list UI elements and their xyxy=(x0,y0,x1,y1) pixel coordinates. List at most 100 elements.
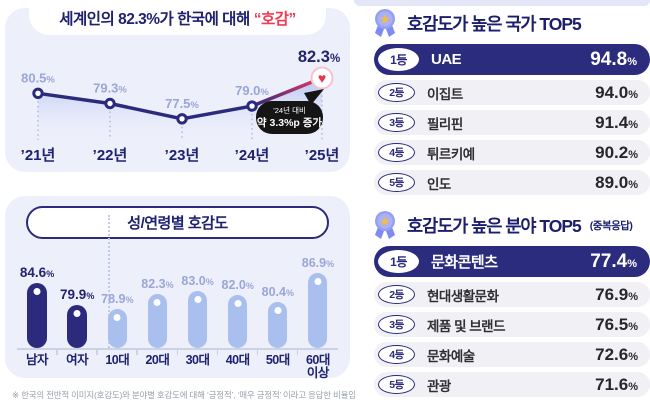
trend-title-main: 세계인의 82.3%가 한국에 대해 xyxy=(59,10,250,28)
bar-column: 80.4% xyxy=(258,252,298,348)
rank-badge: 4등 xyxy=(378,345,415,364)
category-label: 남자 xyxy=(26,353,49,367)
item-value: 72.6% xyxy=(595,344,638,364)
top5-row: 4등 튀르키예 90.2% xyxy=(374,140,650,165)
field-top5-subtitle: (중복응답) xyxy=(589,219,633,232)
top5-row: 3등 제품 및 브랜드 76.5% xyxy=(374,312,650,337)
item-name: 현대생활문화 xyxy=(427,288,499,304)
rank-badge: 1등 xyxy=(378,48,419,71)
bar xyxy=(147,294,167,348)
trend-panel: 80.5% 79.3% 77.5% 79.0% ♥ 82.3% ’24년 대비 약 3.3%p… xyxy=(5,8,350,172)
field-top5-header: ★ 호감도가 높은 분야 TOP5 (중복응답) xyxy=(372,210,633,240)
bar-dot xyxy=(153,299,161,306)
bar xyxy=(107,309,127,348)
category-label: 40대 xyxy=(216,349,258,380)
medal-icon: ★ xyxy=(375,9,395,37)
category-label: 50대 xyxy=(256,349,298,380)
top5-row: 5등 인도 89.0% xyxy=(374,170,650,195)
rank-badge: 3등 xyxy=(378,113,415,132)
bar-dot xyxy=(33,288,41,295)
data-point xyxy=(32,87,44,99)
bar-dot xyxy=(274,307,282,314)
bubble-line2: 약 3.3%p 증가 xyxy=(257,116,323,129)
country-top5-title: 호감도가 높은 국가 TOP5 xyxy=(407,13,582,34)
trend-line-chart: 80.5% 79.3% 77.5% 79.0% ♥ 82.3% ’24년 대비 약 3.3%p… xyxy=(5,44,350,172)
item-name: 필리핀 xyxy=(427,116,463,132)
item-name: 문화예술 xyxy=(427,348,475,364)
bar-value-label: 84.6% xyxy=(19,265,55,280)
rank-badge: 2등 xyxy=(378,83,415,102)
bar-column: 86.9% xyxy=(298,252,338,348)
bar-value-label: 79.9% xyxy=(60,287,95,302)
rank-badge: 5등 xyxy=(378,375,415,394)
item-value: 76.9% xyxy=(595,284,638,304)
country-top5-list: 1등 UAE 94.8% 2등 이집트 94.0% 3등 필리핀 91.4% 4등 튀르키예 90.2… xyxy=(374,44,650,195)
item-name: 인도 xyxy=(427,176,451,192)
bubble-line1: ’24년 대비 xyxy=(273,105,306,115)
category-label: 10대 xyxy=(96,349,137,380)
data-point xyxy=(104,97,116,110)
item-value: 90.2% xyxy=(595,142,638,162)
item-name: 관광 xyxy=(427,378,451,394)
heart-icon: ♥ xyxy=(318,70,326,86)
data-point xyxy=(176,113,188,125)
bar-value-label: 86.9% xyxy=(301,256,335,270)
bar-value-label: 83.0% xyxy=(181,274,214,288)
item-name: 문화콘텐츠 xyxy=(431,254,498,271)
top5-row: 3등 필리핀 91.4% xyxy=(374,110,650,135)
year-label: ’23년 xyxy=(165,147,200,164)
demographic-panel-title: 성/연령별 호감도 xyxy=(26,206,329,239)
item-name: 이집트 xyxy=(427,86,463,102)
rank-badge: 5등 xyxy=(378,173,415,192)
bar-dot xyxy=(113,314,121,321)
trend-line-highlight xyxy=(250,76,324,108)
top5-row: 1등 UAE 94.8% xyxy=(374,44,650,75)
rank-badge: 3등 xyxy=(378,315,415,334)
rank-badge: 2등 xyxy=(378,285,415,304)
bar xyxy=(67,305,88,348)
field-top5-list: 1등 문화콘텐츠 77.4% 2등 현대생활문화 76.9% 3등 제품 및 브랜드 76.5%… xyxy=(374,246,650,397)
category-label: 20대 xyxy=(136,349,177,380)
rank-badge: 4등 xyxy=(378,143,415,162)
bar-dot xyxy=(73,310,81,317)
bar-value-label: 82.0% xyxy=(221,278,254,292)
item-name: UAE xyxy=(431,51,462,68)
bar-column: 83.0% xyxy=(178,252,218,348)
bar xyxy=(308,273,328,348)
bubble-tail xyxy=(304,89,324,105)
category-label: 30대 xyxy=(176,349,218,380)
highlight-value-label: 82.3% xyxy=(298,48,340,66)
item-value: 77.4% xyxy=(590,250,637,272)
bar-dot xyxy=(194,296,202,303)
bar-column: 78.9% xyxy=(97,252,137,348)
top5-row: 2등 이집트 94.0% xyxy=(374,80,650,105)
country-top5-header: ★ 호감도가 높은 국가 TOP5 xyxy=(372,8,582,38)
trend-panel-title: 세계인의 82.3%가 한국에 대해 “호감” xyxy=(29,0,326,35)
category-label: 60대 이상 xyxy=(296,349,338,380)
item-value: 94.8% xyxy=(590,48,637,70)
year-label: ’22년 xyxy=(93,147,128,164)
top5-row: 4등 문화예술 72.6% xyxy=(374,342,650,367)
trend-title-accent: “호감” xyxy=(253,10,297,28)
field-top5-title: 호감도가 높은 분야 TOP5 xyxy=(407,215,582,236)
demographic-axis-labels: 남자 여자 10대 20대 30대 40대 50대 60대 이상 xyxy=(17,348,338,380)
medal-icon: ★ xyxy=(375,211,395,239)
item-value: 89.0% xyxy=(595,172,638,192)
annotation-bubble xyxy=(256,101,323,134)
item-value: 91.4% xyxy=(595,112,638,132)
value-label: 80.5% xyxy=(21,70,55,85)
bar-dot xyxy=(314,278,322,285)
year-label: ’24년 xyxy=(235,147,270,164)
item-value: 94.0% xyxy=(595,82,638,102)
bar xyxy=(27,283,48,348)
bar-value-label: 78.9% xyxy=(101,292,134,306)
category-label: 여자 xyxy=(56,349,97,380)
item-name: 제품 및 브랜드 xyxy=(427,318,506,334)
heart-marker-ring xyxy=(310,66,334,90)
bar-dot xyxy=(234,300,242,307)
bar-column: 82.0% xyxy=(218,252,258,348)
demographic-bar-chart: 84.6% 79.9% 78.9% 82.3% 83.0% 82.0% 80.4% 86.9% xyxy=(17,215,338,348)
bar-column: 79.9% xyxy=(57,252,97,348)
value-label: 77.5% xyxy=(165,96,199,111)
top5-row: 5등 관광 71.6% xyxy=(374,372,650,397)
